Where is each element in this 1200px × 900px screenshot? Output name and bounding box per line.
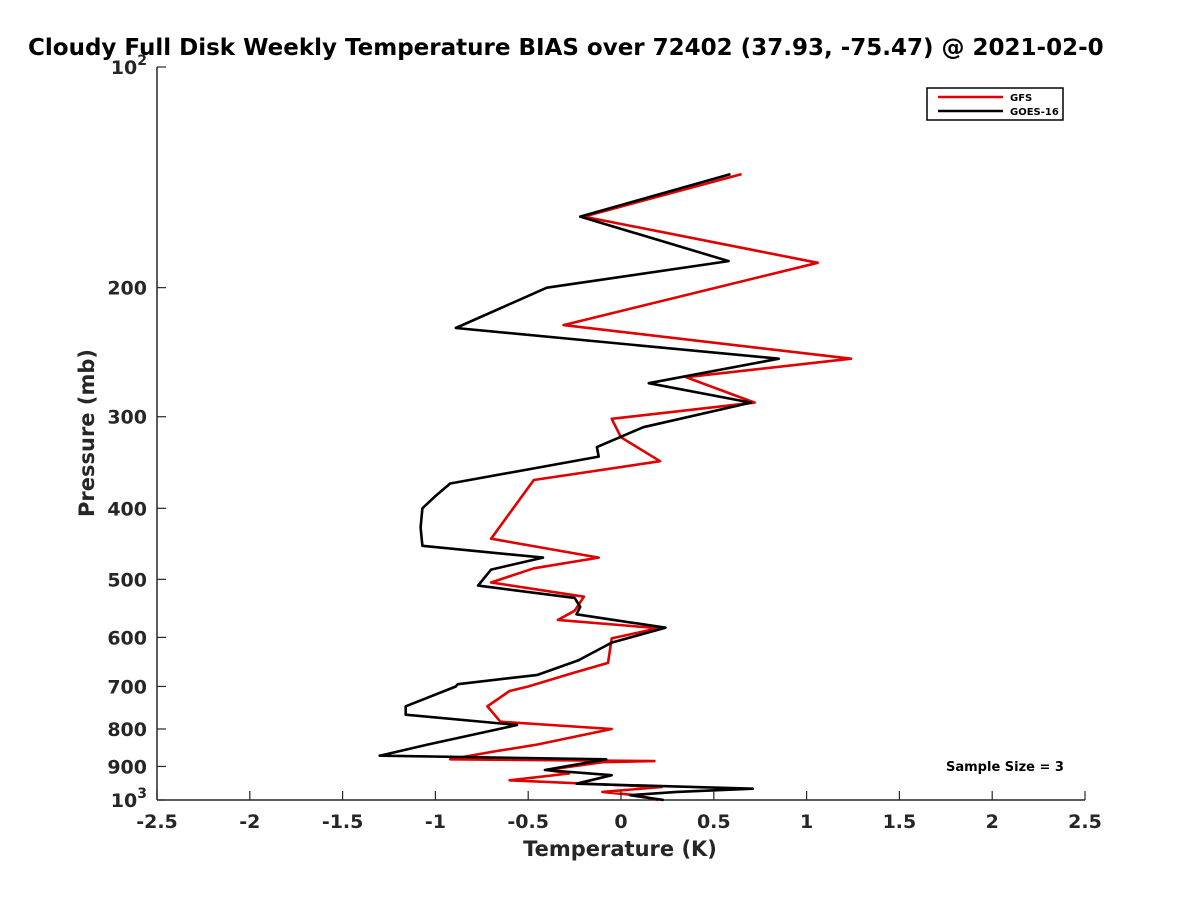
legend-label-goes16: GOES-16 — [1010, 107, 1059, 118]
legend-box — [926, 87, 1064, 121]
x-tick-label: 1.5 — [883, 811, 917, 833]
y-tick-label: 800 — [107, 719, 147, 741]
y-tick-label: 500 — [107, 569, 147, 591]
x-tick-label: 0.5 — [697, 811, 731, 833]
x-tick-label: -0.5 — [507, 811, 549, 833]
x-axis-label: Temperature (K) — [523, 837, 717, 861]
series-layer — [378, 172, 853, 802]
ticks-layer: -2.5 -2 -1.5 -1 -0.5 0 0.5 1 1.5 2 2.5 102 200 300 400… — [107, 53, 1102, 833]
y-tick-label: 600 — [107, 627, 147, 649]
y-axis-label: Pressure (mb) — [75, 349, 99, 517]
plot-axes — [156, 67, 1085, 801]
legend: GFS GOES-16 — [926, 87, 1064, 121]
legend-label-gfs: GFS — [1010, 93, 1032, 104]
x-tick-label: 2.5 — [1068, 811, 1102, 833]
y-tick-label: 400 — [107, 498, 147, 520]
x-tick-label: -2 — [239, 811, 260, 833]
y-tick-label: 300 — [107, 407, 147, 429]
x-tick-label: 0 — [614, 811, 627, 833]
x-tick-label: 1 — [800, 811, 813, 833]
y-tick-label: 900 — [107, 756, 147, 778]
y-tick-label: 200 — [107, 278, 147, 300]
series-line-goes16 — [378, 172, 781, 802]
series-line-gfs — [448, 172, 853, 802]
y-tick-label: 103 — [111, 786, 147, 812]
x-tick-label: 2 — [986, 811, 999, 833]
x-tick-label: -1.5 — [322, 811, 364, 833]
sample-size-annotation: Sample Size = 3 — [946, 760, 1064, 775]
chart-title: Cloudy Full Disk Weekly Temperature BIAS… — [28, 35, 1104, 61]
x-tick-label: -1 — [425, 811, 446, 833]
y-tick-label: 102 — [111, 53, 147, 79]
x-tick-label: -2.5 — [136, 811, 178, 833]
y-tick-label: 700 — [107, 676, 147, 698]
